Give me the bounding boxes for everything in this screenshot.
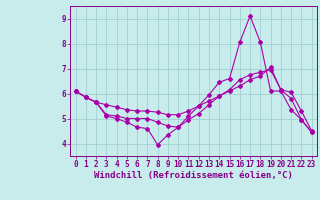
X-axis label: Windchill (Refroidissement éolien,°C): Windchill (Refroidissement éolien,°C) <box>94 171 293 180</box>
